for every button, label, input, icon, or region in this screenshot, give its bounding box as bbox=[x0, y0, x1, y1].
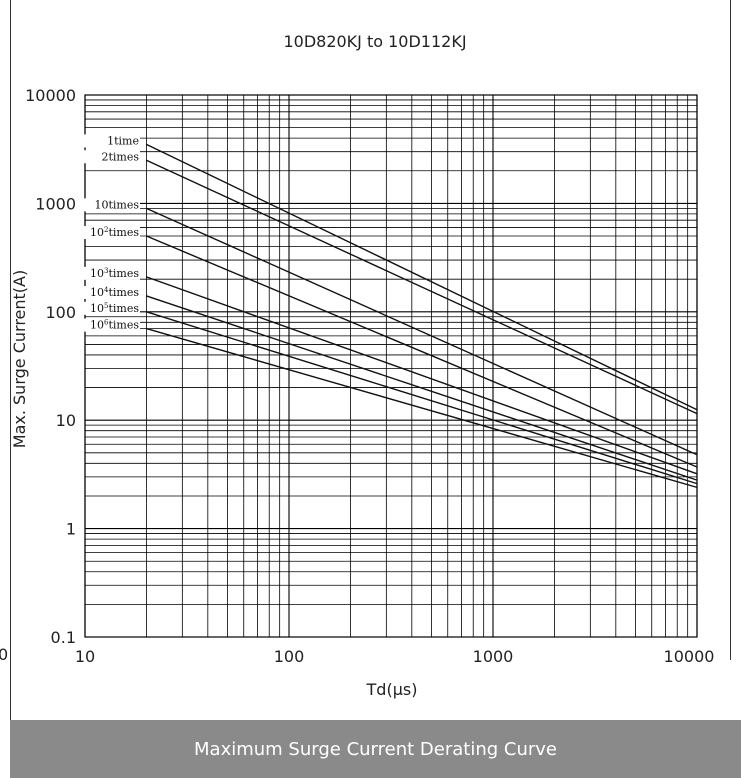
series-label-0: 1time bbox=[84, 134, 140, 148]
series-label-bg bbox=[84, 150, 140, 164]
x-tick-label: 10 bbox=[75, 647, 95, 666]
series-label-bg bbox=[84, 226, 140, 240]
series-line-1 bbox=[146, 159, 698, 415]
series-line-5 bbox=[146, 295, 698, 481]
chart-series-lines bbox=[146, 143, 698, 489]
series-label-text: 102times bbox=[90, 226, 139, 239]
y-tick-label: 1000 bbox=[35, 194, 76, 213]
clipped-tick-fragment: 0 bbox=[0, 645, 9, 664]
plot-frame bbox=[84, 94, 698, 638]
caption-bar: Maximum Surge Current Derating Curve bbox=[10, 720, 741, 778]
series-label-bg bbox=[84, 266, 140, 280]
y-axis-label: Max. Surge Current(A) bbox=[10, 270, 29, 448]
series-line-3 bbox=[146, 235, 698, 468]
series-label-text: 103times bbox=[90, 267, 139, 280]
series-label-3: 102times bbox=[84, 226, 140, 240]
series-label-bg bbox=[84, 198, 140, 212]
series-label-2: 10times bbox=[84, 198, 140, 212]
y-tick-label: 0.1 bbox=[51, 628, 76, 647]
x-tick-label: 10000 bbox=[664, 647, 715, 666]
caption-text: Maximum Surge Current Derating Curve bbox=[194, 738, 557, 760]
chart-ticks: 0.1 1 10 100 1000 10000 10 100 1000 10000 bbox=[25, 86, 714, 666]
y-tick-label: 10000 bbox=[25, 86, 76, 105]
series-label-bg bbox=[84, 318, 140, 332]
series-line-0 bbox=[146, 143, 698, 411]
chart-series-labels: 1time 2times 10times 102times 103times 104tim… bbox=[84, 134, 140, 332]
series-line-6 bbox=[146, 311, 698, 485]
series-label-text: 10times bbox=[94, 198, 139, 211]
series-label-6: 105times bbox=[84, 301, 140, 315]
series-line-2 bbox=[146, 207, 698, 456]
series-label-1: 2times bbox=[84, 150, 140, 164]
series-label-text: 104times bbox=[90, 286, 139, 299]
right-border-line bbox=[730, 0, 731, 660]
series-line-7 bbox=[146, 327, 698, 489]
y-tick-label: 100 bbox=[45, 303, 76, 322]
series-label-bg bbox=[84, 301, 140, 315]
series-label-4: 103times bbox=[84, 266, 140, 280]
series-label-text: 106times bbox=[90, 319, 139, 332]
series-label-bg bbox=[84, 285, 140, 299]
x-tick-label: 1000 bbox=[473, 647, 514, 666]
series-label-5: 104times bbox=[84, 285, 140, 299]
y-tick-label: 1 bbox=[66, 520, 76, 539]
left-border-line bbox=[10, 0, 11, 720]
chart-grid bbox=[84, 94, 698, 638]
y-tick-label: 10 bbox=[56, 411, 76, 430]
derating-chart: 1time 2times 10times 102times 103times 104tim… bbox=[10, 32, 714, 699]
series-line-4 bbox=[146, 276, 698, 475]
x-axis-label: Td(μs) bbox=[366, 680, 418, 699]
series-label-7: 106times bbox=[84, 318, 140, 332]
series-label-text: 105times bbox=[90, 302, 139, 315]
chart-title: 10D820KJ to 10D112KJ bbox=[283, 32, 466, 51]
x-tick-label: 100 bbox=[274, 647, 305, 666]
series-label-text: 2times bbox=[101, 150, 139, 163]
series-label-text: 1time bbox=[107, 134, 139, 147]
series-label-bg bbox=[84, 134, 140, 148]
